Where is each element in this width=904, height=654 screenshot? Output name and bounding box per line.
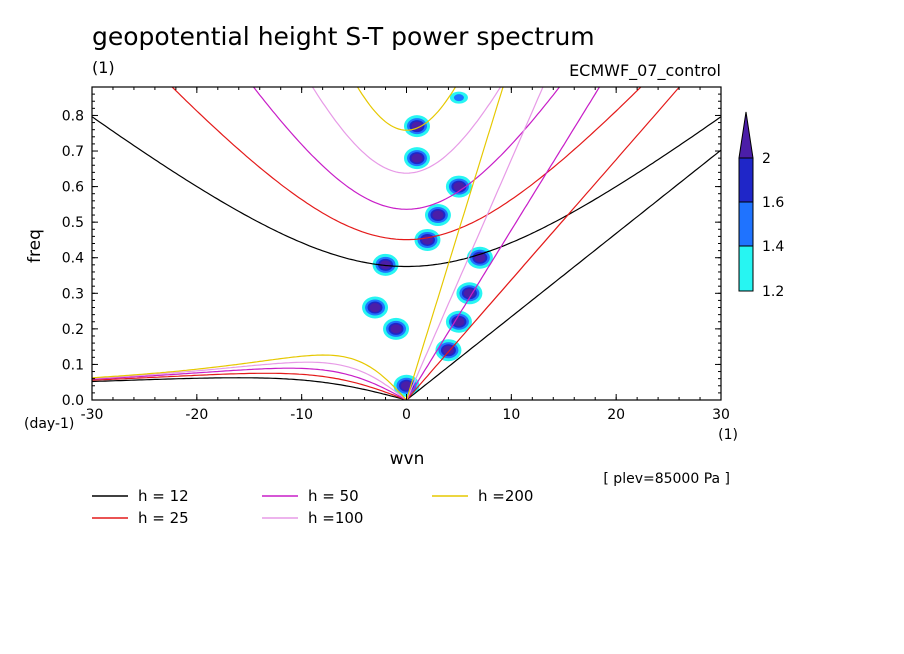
spectral-peak xyxy=(383,317,410,340)
axis-ticks: -30 -20 -10 0 10 20 30 0.0 0.1 0.2 0.3 0.4 0.5 0.6 0.7… xyxy=(62,87,730,423)
spectral-peak xyxy=(456,282,483,305)
spectral-peak xyxy=(403,147,430,170)
y-tick-label: 0.7 xyxy=(62,144,84,160)
subtitle-left: (1) xyxy=(92,58,115,77)
plev-annotation: [ plev=85000 Pa ] xyxy=(603,471,730,487)
spectral-peak xyxy=(445,175,472,198)
y-tick-label: 0.3 xyxy=(62,286,84,302)
y-tick-label: 0.0 xyxy=(62,393,84,409)
x-axis-label: wvn xyxy=(390,449,425,469)
dispersion-12 xyxy=(92,116,721,400)
x-axis-unit: (1) xyxy=(718,427,738,443)
y-tick-label: 0.1 xyxy=(62,357,84,373)
dispersion-50 xyxy=(92,87,601,400)
colorbar-label: 1.6 xyxy=(762,195,784,211)
spectral-peak xyxy=(414,228,441,251)
y-tick-label: 0.4 xyxy=(62,251,84,267)
spectral-power-contours xyxy=(362,91,493,397)
colorbar-segment xyxy=(738,201,754,247)
legend-label: h =200 xyxy=(478,487,533,505)
legend-item: h = 50 xyxy=(262,487,359,505)
dispersion-200 xyxy=(92,87,504,400)
legend-item: h =100 xyxy=(262,509,363,527)
legend-label: h = 12 xyxy=(138,487,189,505)
chart-title: geopotential height S-T power spectrum xyxy=(92,22,595,51)
legend-item: h = 25 xyxy=(92,509,189,527)
dispersion-curves xyxy=(92,87,721,400)
x-tick-label: -20 xyxy=(185,407,208,423)
legend-label: h = 50 xyxy=(308,487,359,505)
y-tick-label: 0.8 xyxy=(62,108,84,124)
spectral-peak xyxy=(435,339,462,362)
y-tick-label: 0.5 xyxy=(62,215,84,231)
dispersion-25 xyxy=(92,87,681,400)
colorbar-segment xyxy=(738,157,754,203)
spectral-peak xyxy=(424,204,451,227)
legend-label: h = 25 xyxy=(138,509,189,527)
x-tick-label: -10 xyxy=(290,407,313,423)
colorbar-segment xyxy=(738,245,754,292)
dispersion-100 xyxy=(92,87,544,400)
legend-item: h =200 xyxy=(432,487,533,505)
x-tick-label: 10 xyxy=(502,407,520,423)
legend-item: h = 12 xyxy=(92,487,189,505)
x-tick-label: 30 xyxy=(712,407,730,423)
y-tick-label: 0.2 xyxy=(62,322,84,338)
spectral-peak xyxy=(362,296,389,319)
x-tick-label: -30 xyxy=(81,407,104,423)
spectral-peak xyxy=(372,253,399,276)
spectral-peak xyxy=(403,115,430,138)
legend-label: h =100 xyxy=(308,509,363,527)
colorbar-label: 1.2 xyxy=(762,284,784,300)
spectral-peak xyxy=(449,91,468,104)
colorbar-label: 1.4 xyxy=(762,239,784,255)
legend: h = 12 h = 25 h = 50 h =100 h =200 xyxy=(92,487,533,527)
colorbar-label: 2 xyxy=(762,151,771,167)
x-tick-label: 0 xyxy=(402,407,411,423)
subtitle-right: ECMWF_07_control xyxy=(569,61,721,81)
colorbar-top-triangle xyxy=(738,111,754,159)
y-axis-unit: (day-1) xyxy=(24,416,74,432)
colorbar: 2 1.6 1.4 1.2 xyxy=(738,111,784,300)
y-tick-label: 0.6 xyxy=(62,180,84,196)
plot-frame xyxy=(91,86,722,401)
y-axis-label: freq xyxy=(25,229,45,263)
x-tick-label: 20 xyxy=(607,407,625,423)
